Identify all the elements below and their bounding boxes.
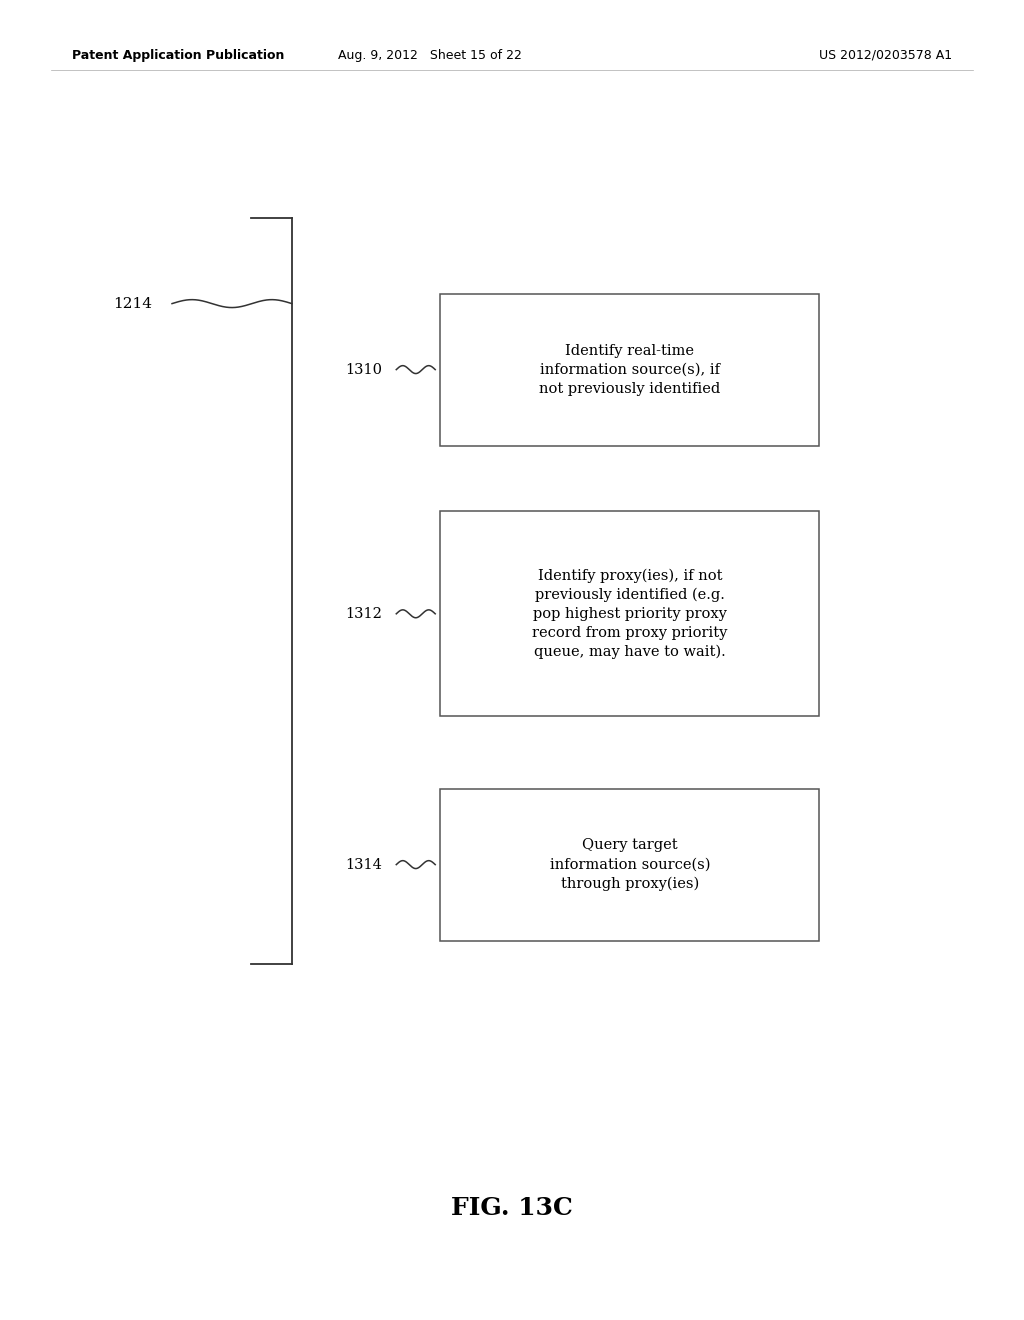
Text: Identify real-time
information source(s), if
not previously identified: Identify real-time information source(s)…: [539, 343, 721, 396]
Text: Identify proxy(ies), if not
previously identified (e.g.
pop highest priority pro: Identify proxy(ies), if not previously i…: [532, 568, 727, 660]
Text: 1312: 1312: [345, 607, 382, 620]
Text: US 2012/0203578 A1: US 2012/0203578 A1: [819, 49, 952, 62]
Text: Aug. 9, 2012   Sheet 15 of 22: Aug. 9, 2012 Sheet 15 of 22: [338, 49, 522, 62]
FancyBboxPatch shape: [440, 294, 819, 446]
FancyBboxPatch shape: [440, 789, 819, 940]
Text: FIG. 13C: FIG. 13C: [451, 1196, 573, 1220]
Text: Patent Application Publication: Patent Application Publication: [72, 49, 284, 62]
Text: 1310: 1310: [345, 363, 382, 376]
FancyBboxPatch shape: [440, 511, 819, 715]
Text: 1314: 1314: [345, 858, 382, 871]
Text: 1214: 1214: [114, 297, 153, 310]
Text: Query target
information source(s)
through proxy(ies): Query target information source(s) throu…: [550, 838, 710, 891]
